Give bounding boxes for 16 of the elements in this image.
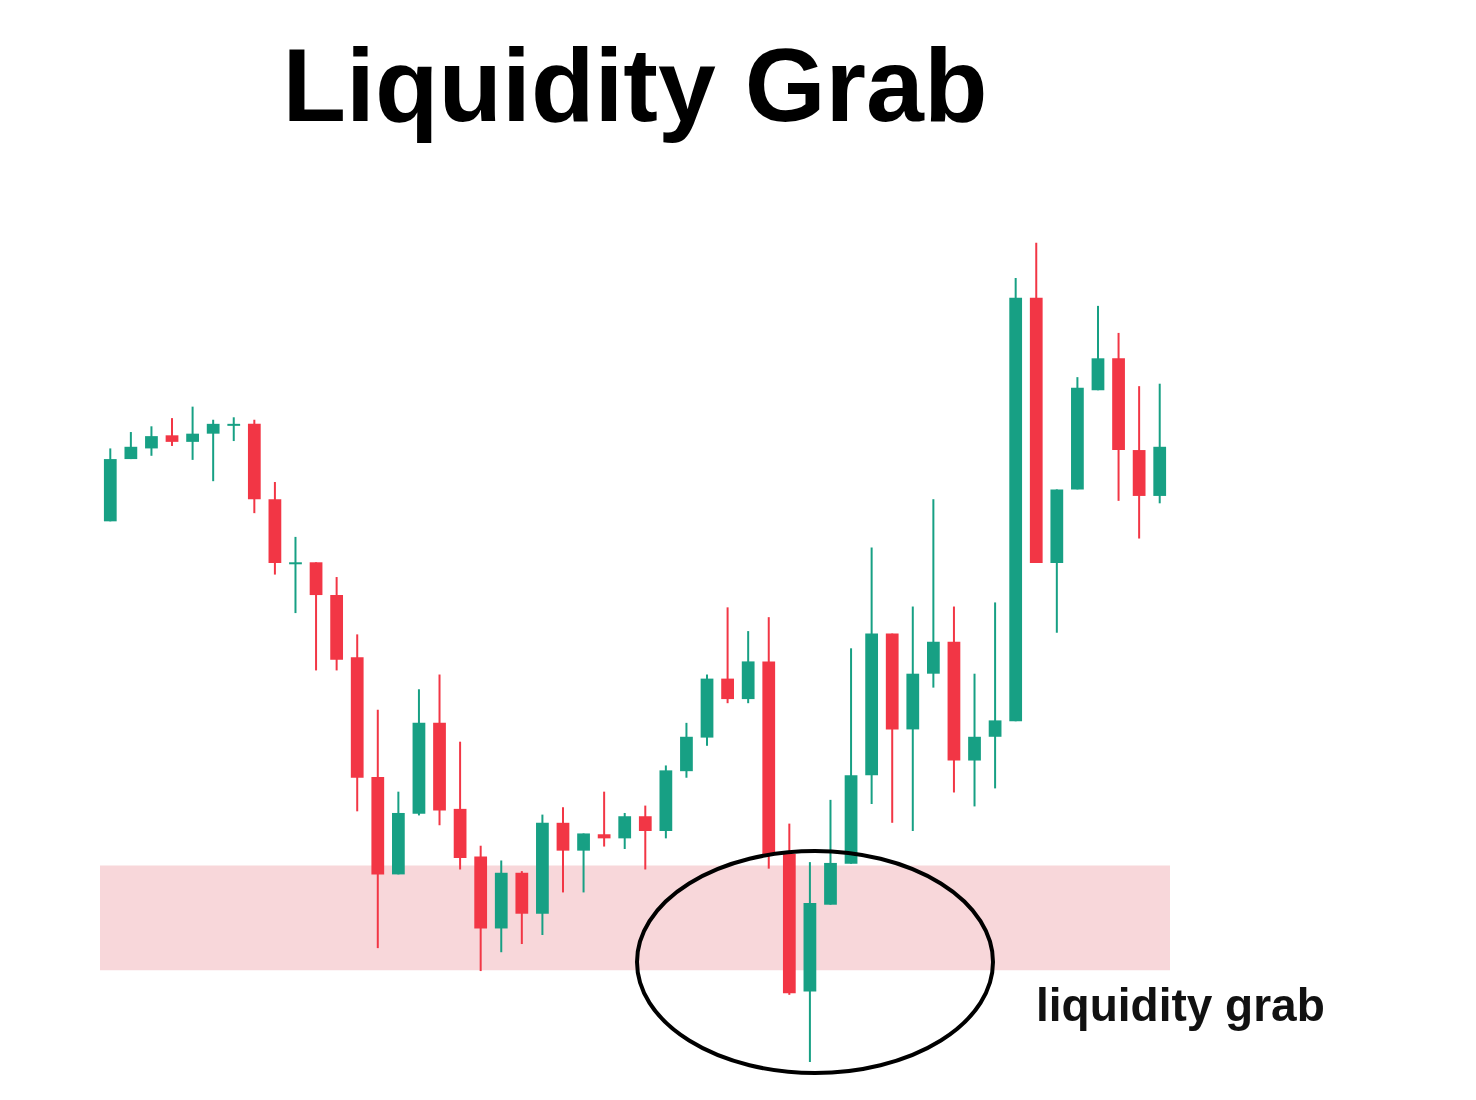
candlestick [577, 832, 590, 894]
candlestick [721, 606, 734, 705]
candlestick [618, 811, 632, 851]
candlestick [988, 601, 1002, 790]
candlestick [227, 416, 241, 443]
candlestick [206, 418, 220, 483]
annotation: liquidity grab [1036, 978, 1325, 1032]
candlestick [968, 672, 981, 808]
candlestick [597, 790, 611, 848]
chart-title: Liquidity Grab [282, 27, 988, 144]
candlestick [289, 535, 302, 615]
candlestick [186, 405, 199, 461]
candlestick [638, 804, 652, 871]
candlestick [124, 431, 138, 461]
candlestick [145, 425, 158, 457]
candlestick [165, 417, 179, 447]
